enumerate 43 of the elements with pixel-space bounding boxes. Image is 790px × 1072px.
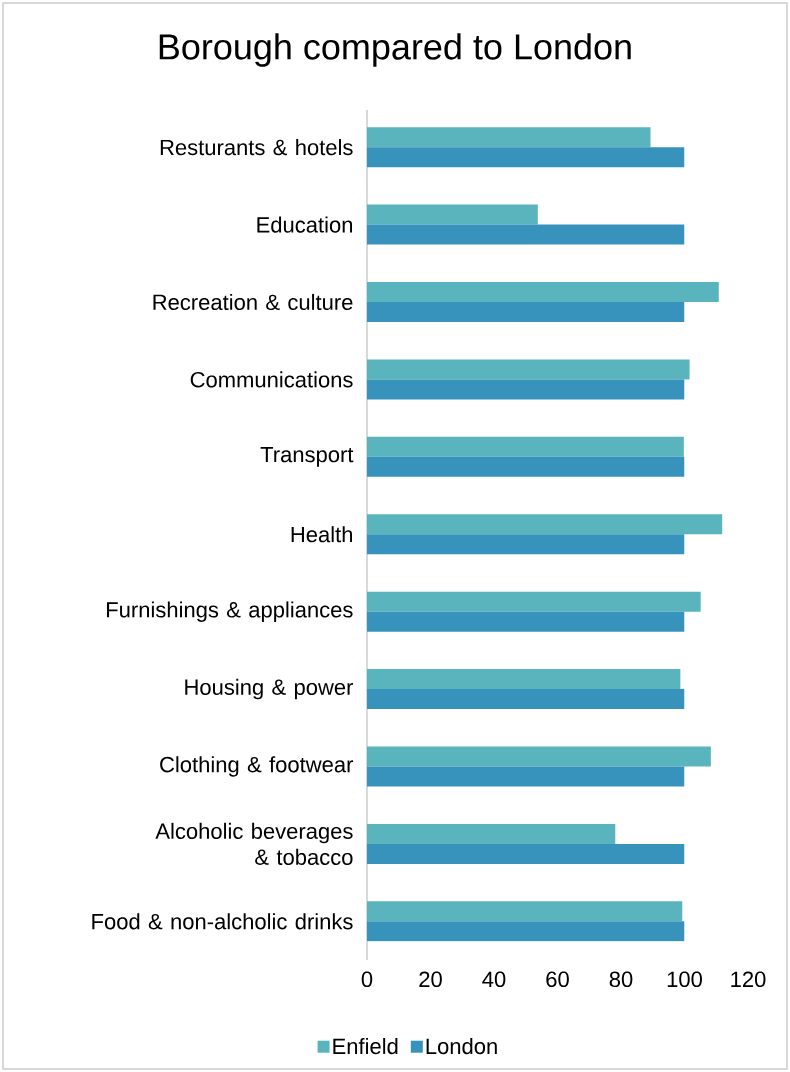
legend-label: Enfield [333, 1037, 398, 1055]
y-tick-label: Education [257, 216, 353, 233]
x-tick-label: 100 [667, 971, 702, 988]
legend-label: London [426, 1037, 497, 1055]
y-tick-label: Transport [260, 446, 354, 467]
bar [366, 746, 711, 767]
y-tick-label: Resturants & hotels [160, 139, 353, 156]
y-tick-label: Health [291, 526, 353, 543]
bar [366, 436, 684, 457]
x-tick-label: 40 [482, 971, 506, 988]
bar [366, 379, 685, 400]
bar [366, 689, 685, 710]
bar [366, 127, 651, 148]
bar [366, 224, 685, 245]
bar [366, 766, 685, 787]
bar [366, 823, 616, 844]
x-tick-label: 80 [609, 971, 633, 988]
y-tick-label: Furnishings & appliances [107, 601, 353, 622]
y-tick-label: Food & non-alcholic drinks [92, 913, 353, 930]
y-tick-label: Housing & power [185, 678, 354, 700]
bar [366, 456, 685, 477]
bar [366, 204, 538, 225]
bar [366, 669, 681, 690]
bar [366, 282, 719, 302]
y-tick-label: Communications [190, 371, 353, 388]
bar [366, 514, 723, 535]
bar [366, 147, 685, 168]
bar [366, 534, 685, 555]
bar [366, 921, 685, 942]
bar [366, 843, 685, 864]
x-tick-label: 20 [419, 971, 442, 988]
y-tick-label: Clothing & footwear [160, 756, 354, 777]
y-tick-label: Recreation & culture [153, 293, 353, 311]
x-tick-label: 120 [731, 971, 766, 988]
bar [366, 901, 683, 922]
x-tick-label: 60 [546, 971, 569, 988]
bar [366, 591, 701, 612]
bar [366, 611, 685, 632]
x-tick-label: 0 [361, 971, 373, 988]
bar [366, 359, 690, 380]
bar [366, 302, 685, 322]
y-tick-label: Alcoholic beverages & tobacco [155, 822, 353, 865]
chart-title: Borough compared to London [159, 33, 631, 67]
